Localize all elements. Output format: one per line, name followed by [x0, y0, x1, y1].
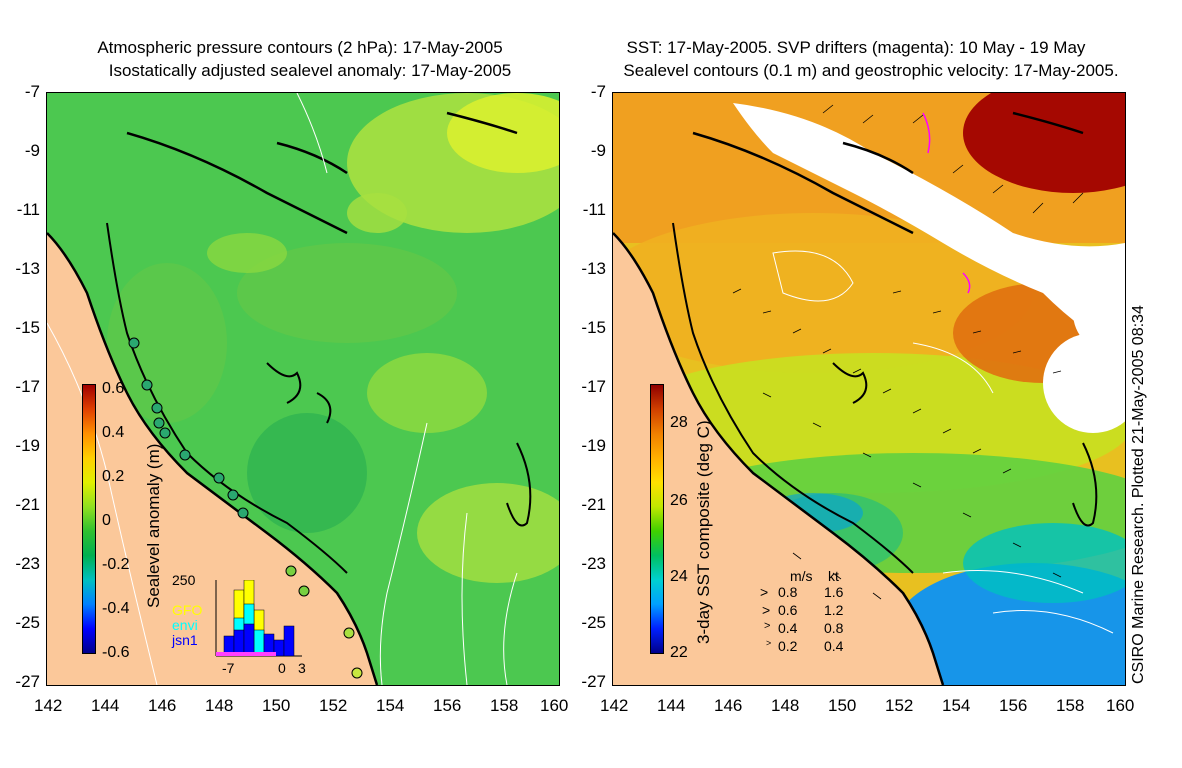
right-ytick-5: -17: [581, 377, 606, 396]
histogram-legend-gfo: GFO: [172, 602, 203, 618]
right-xtick-0: 142: [600, 696, 629, 715]
right-ytick-3: -13: [581, 259, 606, 278]
right-xtick-1: 144: [657, 696, 686, 715]
histogram-legend-envi: envi: [172, 617, 198, 633]
histogram-xlabel-0: -7: [222, 660, 235, 676]
left-cb-tick-3: 0: [102, 512, 111, 529]
left-ytick-7: -21: [15, 495, 40, 514]
velocity-key-kt-2: 0.8: [824, 620, 844, 636]
left-ytick-8: -23: [15, 554, 40, 573]
right-cb-tick-0: 28: [670, 414, 688, 431]
left-cb-tick-0: 0.6: [102, 380, 125, 397]
left-xtick-5: 152: [319, 696, 348, 715]
left-title-line1: Atmospheric pressure contours (2 hPa): 1…: [97, 38, 503, 57]
velocity-key-header-ms: m/s: [790, 568, 813, 584]
left-ytick-0: -7: [24, 82, 40, 101]
right-title-line2: Sealevel contours (0.1 m) and geostrophi…: [623, 61, 1119, 80]
left-ytick-4: -15: [15, 318, 40, 337]
altimeter-histogram: [214, 579, 304, 660]
left-ytick-1: -9: [24, 141, 40, 160]
left-cb-tick-4: -0.2: [102, 556, 130, 573]
left-ytick-5: -17: [15, 377, 40, 396]
right-ytick-9: -25: [581, 613, 606, 632]
left-ytick-3: -13: [15, 259, 40, 278]
sealevel-anomaly-map: [46, 92, 560, 686]
right-colorbar-label: 3-day SST composite (deg C): [694, 420, 713, 644]
left-title-line2: Isostatically adjusted sealevel anomaly:…: [108, 61, 512, 80]
right-cb-tick-3: 22: [670, 644, 688, 661]
left-xtick-3: 148: [205, 696, 234, 715]
right-ytick-7: -21: [581, 495, 606, 514]
velocity-key-ms-1: 0.6: [778, 602, 798, 618]
left-xtick-6: 154: [376, 696, 405, 715]
right-title-line1: SST: 17-May-2005. SVP drifters (magenta)…: [626, 38, 1086, 57]
left-xtick-8: 158: [490, 696, 519, 715]
histogram-xlabel-1: 0: [278, 660, 286, 676]
histogram-legend-jsn1: jsn1: [172, 632, 198, 648]
velocity-key-header-kt: kt: [828, 568, 839, 584]
velocity-key-kt-1: 1.2: [824, 602, 844, 618]
left-xtick-0: 142: [34, 696, 63, 715]
velocity-key: m/s kt > 0.8 1.6 > 0.6 1.2 > 0.4 0.8 > 0…: [760, 568, 870, 658]
velocity-key-ms-2: 0.4: [778, 620, 798, 636]
right-ytick-2: -11: [582, 200, 606, 219]
left-xtick-1: 144: [91, 696, 120, 715]
left-cb-tick-5: -0.4: [102, 600, 130, 617]
velocity-key-arrow-3: >: [766, 638, 772, 648]
right-ytick-4: -15: [581, 318, 606, 337]
right-colorbar: [650, 384, 664, 654]
left-xtick-9: 160: [540, 696, 569, 715]
right-ytick-10: -27: [581, 672, 606, 691]
left-xtick-4: 150: [262, 696, 291, 715]
right-xtick-5: 152: [885, 696, 914, 715]
right-xtick-2: 146: [714, 696, 743, 715]
right-cb-tick-1: 26: [670, 492, 688, 509]
velocity-key-ms-3: 0.2: [778, 638, 798, 654]
right-xtick-4: 150: [828, 696, 857, 715]
histogram-ymax: 250: [172, 572, 196, 588]
right-xtick-8: 158: [1056, 696, 1085, 715]
right-xtick-7: 156: [999, 696, 1028, 715]
left-colorbar-label: Sealevel anomaly (m): [144, 443, 163, 608]
velocity-key-arrow-0: >: [760, 584, 769, 600]
left-cb-tick-1: 0.4: [102, 424, 125, 441]
left-cb-tick-2: 0.2: [102, 468, 125, 485]
right-ytick-6: -19: [581, 436, 606, 455]
left-cb-tick-6: -0.6: [102, 644, 130, 661]
left-ytick-6: -19: [15, 436, 40, 455]
histogram-xlabel-2: 3: [298, 660, 306, 676]
velocity-key-ms-0: 0.8: [778, 584, 798, 600]
right-xtick-3: 148: [771, 696, 800, 715]
left-ytick-2: -11: [16, 200, 40, 219]
velocity-key-arrow-2: >: [764, 620, 771, 632]
left-ytick-9: -25: [15, 613, 40, 632]
left-xtick-2: 146: [148, 696, 177, 715]
right-xtick-6: 154: [942, 696, 971, 715]
left-colorbar: [82, 384, 96, 654]
right-ytick-8: -23: [581, 554, 606, 573]
right-xtick-9: 160: [1106, 696, 1135, 715]
credit-label: CSIRO Marine Research. Plotted 21-May-20…: [1130, 305, 1147, 684]
right-ytick-0: -7: [590, 82, 606, 101]
sst-map: [612, 92, 1126, 686]
velocity-key-arrow-1: >: [762, 602, 771, 618]
velocity-key-kt-0: 1.6: [824, 584, 844, 600]
left-xtick-7: 156: [433, 696, 462, 715]
velocity-key-kt-3: 0.4: [824, 638, 844, 654]
right-ytick-1: -9: [590, 141, 606, 160]
right-cb-tick-2: 24: [670, 568, 688, 585]
left-ytick-10: -27: [15, 672, 40, 691]
